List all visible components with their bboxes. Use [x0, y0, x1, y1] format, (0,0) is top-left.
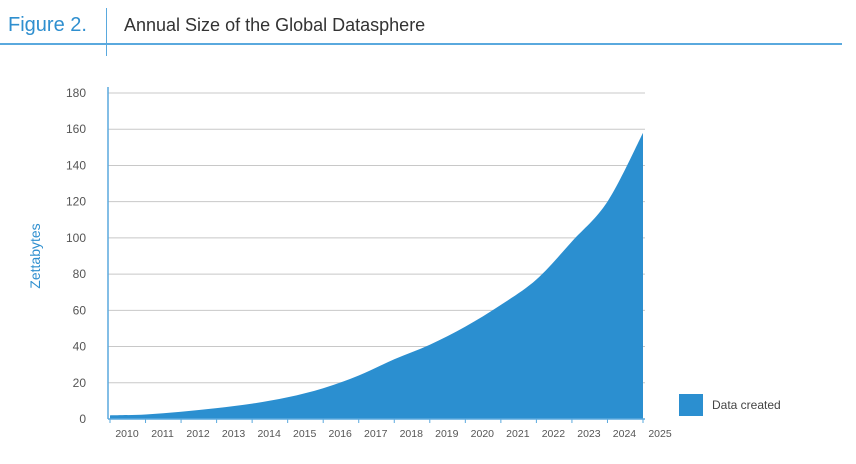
x-tick-label: 2010 [115, 428, 139, 440]
x-tick-label: 2012 [186, 428, 210, 440]
x-tick-label: 2018 [400, 428, 424, 440]
x-tick-label: 2014 [257, 428, 281, 440]
series-group [110, 132, 643, 419]
x-tick-label: 2022 [542, 428, 566, 440]
x-tick-label: 2021 [506, 428, 530, 440]
chart-legend: Data created [679, 394, 781, 416]
x-tick-label: 2016 [329, 428, 353, 440]
y-tick-label: 80 [73, 267, 87, 281]
legend-swatch [679, 394, 703, 416]
y-tick-label: 100 [66, 231, 86, 245]
x-tick-label: 2011 [151, 428, 174, 440]
y-tick-label: 20 [73, 376, 87, 390]
x-tick-label: 2015 [293, 428, 317, 440]
x-tick-label: 2019 [435, 428, 459, 440]
figure-title: Annual Size of the Global Datasphere [124, 15, 426, 35]
axis-lines [107, 87, 645, 420]
x-tick-label: 2020 [471, 428, 495, 440]
header-rule [0, 43, 842, 45]
x-axis-ticks: 2010 2011 2012 2013 2014 2015 2016 2017 2018 2019… [109, 419, 672, 440]
y-tick-label: 0 [79, 412, 86, 426]
x-tick-label: 2025 [648, 428, 672, 440]
x-tick-label: 2013 [222, 428, 246, 440]
y-tick-label: 140 [66, 158, 86, 172]
legend-label: Data created [712, 398, 781, 412]
y-tick-label: 60 [73, 303, 87, 317]
header-divider [106, 8, 107, 56]
y-axis-label: Zettabytes [27, 223, 43, 288]
y-axis-ticks: 0 20 40 60 80 100 120 140 160 180 [66, 86, 86, 426]
chart-container: 0 20 40 60 80 100 120 140 160 180 2010 2011 2012 201… [0, 60, 856, 464]
x-tick-label: 2023 [577, 428, 601, 440]
y-tick-label: 40 [73, 340, 87, 354]
figure-label: Figure 2. [8, 14, 87, 36]
y-tick-label: 120 [66, 195, 86, 209]
figure-header: Figure 2. Annual Size of the Global Data… [0, 0, 856, 56]
series-area-data-created [110, 132, 643, 419]
y-tick-label: 160 [66, 122, 86, 136]
y-tick-label: 180 [66, 86, 86, 100]
x-tick-label: 2024 [613, 428, 637, 440]
grid-lines [108, 92, 645, 420]
x-tick-label: 2017 [364, 428, 388, 440]
